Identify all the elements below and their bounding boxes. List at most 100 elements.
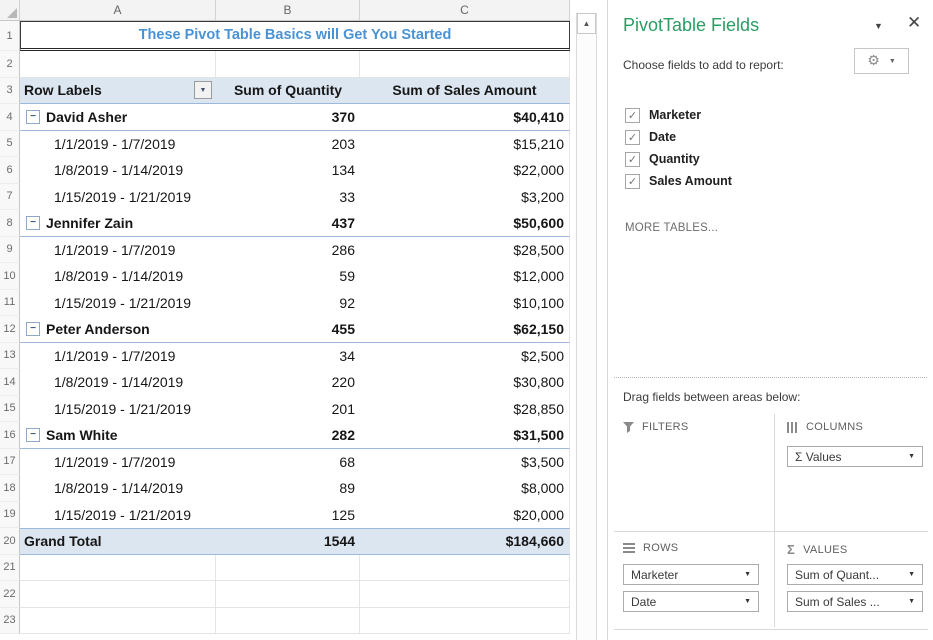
pivot-row-label[interactable]: 1/15/2019 - 1/21/2019 [20,183,216,210]
column-header-b[interactable]: B [216,0,360,20]
pivot-quantity-cell[interactable]: 437 [216,210,360,237]
pivot-quantity-cell[interactable]: 134 [216,157,360,184]
pivot-sales-cell[interactable]: $3,500 [360,448,570,475]
empty-cell[interactable] [20,554,216,581]
row-number[interactable]: 10 [0,263,20,290]
row-number[interactable]: 2 [0,51,20,78]
values-area-dropzone[interactable]: Sum of Quant... ▼ Sum of Sales ... ▼ [787,564,923,618]
checkbox-icon[interactable]: ✓ [625,173,640,189]
pivot-quantity-cell[interactable]: 203 [216,130,360,157]
empty-cell[interactable] [20,581,216,608]
pivot-row-label[interactable]: − Sam White [20,422,216,449]
empty-cell[interactable] [360,51,570,78]
pivot-sales-cell[interactable]: $22,000 [360,157,570,184]
pivot-quantity-cell[interactable]: 201 [216,395,360,422]
row-number[interactable]: 15 [0,395,20,422]
column-header-c[interactable]: C [360,0,570,20]
empty-cell[interactable] [360,607,570,634]
pivot-row-label[interactable]: 1/8/2019 - 1/14/2019 [20,263,216,290]
row-number[interactable]: 8 [0,210,20,237]
chevron-down-icon[interactable]: ▼ [744,571,751,578]
pivot-row-label[interactable]: 1/15/2019 - 1/21/2019 [20,395,216,422]
area-field-pill[interactable]: Marketer ▼ [623,564,759,585]
chevron-down-icon[interactable]: ▼ [744,598,751,605]
pivot-quantity-cell[interactable]: 1544 [216,528,360,555]
pivot-quantity-cell[interactable]: 89 [216,475,360,502]
pivot-row-label[interactable]: 1/8/2019 - 1/14/2019 [20,369,216,396]
empty-cell[interactable] [20,607,216,634]
scroll-up-icon[interactable]: ▲ [577,13,596,34]
row-number[interactable]: 6 [0,157,20,184]
more-tables-link[interactable]: MORE TABLES... [625,222,719,234]
pivot-quantity-cell[interactable]: 92 [216,289,360,316]
pivot-row-label[interactable]: − Jennifer Zain [20,210,216,237]
pivot-sales-cell[interactable]: $30,800 [360,369,570,396]
row-number[interactable]: 23 [0,607,20,634]
sheet-title-cell[interactable]: These Pivot Table Basics will Get You St… [20,21,570,51]
pivot-sales-cell[interactable]: $62,150 [360,316,570,343]
pivot-sales-cell[interactable]: $2,500 [360,342,570,369]
chevron-down-icon[interactable]: ▼ [908,598,915,605]
pivot-sales-cell[interactable]: $28,500 [360,236,570,263]
empty-cell[interactable] [216,607,360,634]
field-checkbox-row[interactable]: ✓ Quantity [625,148,732,170]
field-checkbox-row[interactable]: ✓ Marketer [625,104,732,126]
pivot-quantity-cell[interactable]: 68 [216,448,360,475]
row-number[interactable]: 11 [0,289,20,316]
row-number[interactable]: 13 [0,342,20,369]
pivot-sales-cell[interactable]: $31,500 [360,422,570,449]
pivot-quantity-cell[interactable]: 33 [216,183,360,210]
rows-area-dropzone[interactable]: Marketer ▼ Date ▼ [623,564,759,618]
row-number[interactable]: 5 [0,130,20,157]
pane-collapse-icon[interactable]: ▼ [874,21,883,31]
pivot-header-sales[interactable]: Sum of Sales Amount [360,77,570,104]
empty-cell[interactable] [216,51,360,78]
close-icon[interactable]: ✕ [907,13,922,32]
row-number[interactable]: 9 [0,236,20,263]
row-number[interactable]: 16 [0,422,20,449]
pivot-sales-cell[interactable]: $184,660 [360,528,570,555]
pivot-row-label[interactable]: 1/1/2019 - 1/7/2019 [20,342,216,369]
pivot-row-label[interactable]: 1/8/2019 - 1/14/2019 [20,475,216,502]
pivot-quantity-cell[interactable]: 282 [216,422,360,449]
area-field-pill[interactable]: Sum of Quant... ▼ [787,564,923,585]
pivot-sales-cell[interactable]: $10,100 [360,289,570,316]
pivot-sales-cell[interactable]: $50,600 [360,210,570,237]
vertical-scrollbar[interactable]: ▲ [576,13,597,640]
pivot-sales-cell[interactable]: $28,850 [360,395,570,422]
pivot-sales-cell[interactable]: $12,000 [360,263,570,290]
pivot-row-label[interactable]: 1/15/2019 - 1/21/2019 [20,289,216,316]
columns-area-dropzone[interactable]: Σ Values ▼ [787,446,923,473]
row-number[interactable]: 17 [0,448,20,475]
pivot-quantity-cell[interactable]: 59 [216,263,360,290]
row-number[interactable]: 3 [0,77,20,104]
pivot-row-label[interactable]: 1/1/2019 - 1/7/2019 [20,448,216,475]
collapse-minus-icon[interactable]: − [26,109,40,124]
row-number[interactable]: 21 [0,554,20,581]
checkbox-icon[interactable]: ✓ [625,129,640,145]
pivot-row-label[interactable]: 1/1/2019 - 1/7/2019 [20,130,216,157]
row-number[interactable]: 20 [0,528,20,555]
field-checkbox-row[interactable]: ✓ Date [625,126,732,148]
column-header-a[interactable]: A [20,0,216,20]
pivot-header-row-labels[interactable]: Row Labels ▼ [20,77,216,104]
pivot-sales-cell[interactable]: $3,200 [360,183,570,210]
tools-button[interactable]: ⚙ ▼ [854,48,909,74]
pivot-sales-cell[interactable]: $20,000 [360,501,570,528]
row-number[interactable]: 14 [0,369,20,396]
pivot-sales-cell[interactable]: $8,000 [360,475,570,502]
select-all-corner[interactable] [0,0,20,20]
chevron-down-icon[interactable]: ▼ [908,571,915,578]
field-checkbox-row[interactable]: ✓ Sales Amount [625,170,732,192]
row-number[interactable]: 19 [0,501,20,528]
collapse-minus-icon[interactable]: − [26,215,40,230]
row-number[interactable]: 12 [0,316,20,343]
chevron-down-icon[interactable]: ▼ [908,453,915,460]
checkbox-icon[interactable]: ✓ [625,107,640,123]
pivot-row-label[interactable]: 1/15/2019 - 1/21/2019 [20,501,216,528]
pivot-quantity-cell[interactable]: 455 [216,316,360,343]
pivot-quantity-cell[interactable]: 370 [216,104,360,131]
checkbox-icon[interactable]: ✓ [625,151,640,167]
row-number[interactable]: 22 [0,581,20,608]
empty-cell[interactable] [216,581,360,608]
